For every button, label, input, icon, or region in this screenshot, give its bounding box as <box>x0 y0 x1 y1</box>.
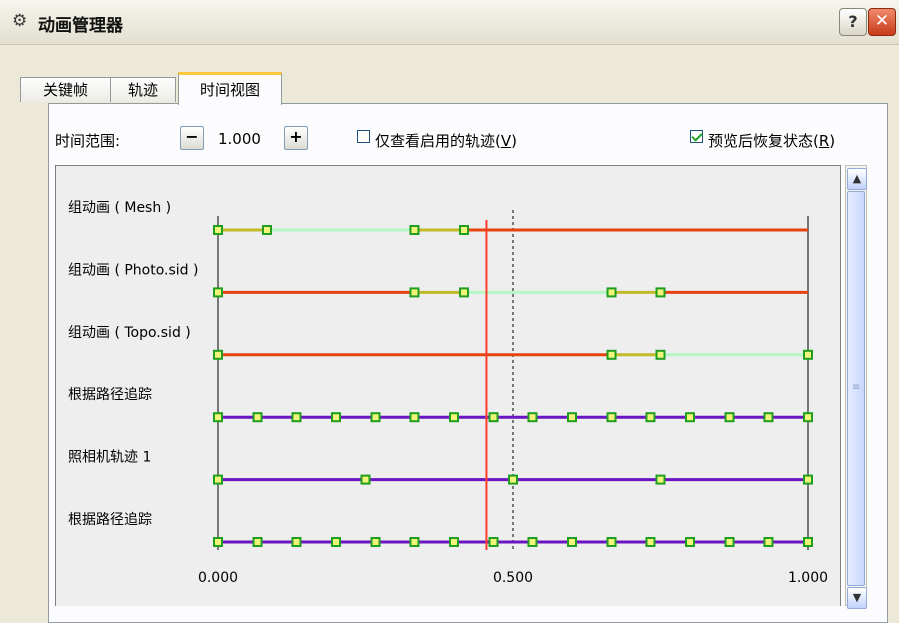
keyframe-marker <box>213 349 223 360</box>
vertical-scrollbar[interactable]: ▲ ≡ ▼ <box>845 165 867 609</box>
keyframe-marker <box>261 225 272 235</box>
keyframe-marker <box>213 225 223 235</box>
keyframe-marker <box>803 349 813 360</box>
track-label: 组动画 ( Topo.sid ) <box>68 325 191 341</box>
keyframe-marker <box>655 474 666 485</box>
keyframe-marker <box>606 349 617 360</box>
keyframe-marker <box>409 225 420 235</box>
axis-tick-label: 1.000 <box>788 570 828 586</box>
keyframe-marker <box>685 412 695 423</box>
keyframe-marker <box>449 412 459 423</box>
tab-tracks[interactable]: 轨迹 <box>110 77 176 102</box>
scroll-down-button[interactable]: ▼ <box>847 587 867 609</box>
scroll-up-button[interactable]: ▲ <box>847 168 867 190</box>
keyframe-marker <box>655 287 666 298</box>
keyframe-marker <box>763 412 774 423</box>
tab-time-view[interactable]: 时间视图 <box>178 72 282 105</box>
keyframe-marker <box>527 537 538 547</box>
time-range-decrease-button[interactable]: − <box>180 126 204 150</box>
only-enabled-label[interactable]: 仅查看启用的轨迹(V) <box>375 132 517 150</box>
keyframe-marker <box>655 349 666 360</box>
keyframe-marker <box>645 412 656 423</box>
track-label: 根据路径追踪 <box>68 387 152 403</box>
keyframe-marker <box>331 537 341 547</box>
keyframe-marker <box>488 537 499 547</box>
keyframe-marker <box>763 537 774 547</box>
keyframe-marker <box>527 412 538 423</box>
track-label: 照相机轨迹 1 <box>68 450 151 466</box>
timeline-view[interactable]: 组动画 ( Mesh ) 组动画 ( Photo.sid ) 组动画 ( Topo.… <box>55 165 841 606</box>
keyframe-marker <box>724 537 735 547</box>
keyframe-marker <box>803 412 813 423</box>
time-range-label: 时间范围: <box>55 132 121 150</box>
keyframe-marker <box>370 412 381 423</box>
help-button[interactable]: ? <box>839 8 867 36</box>
keyframe-marker <box>606 287 617 298</box>
keyframe-marker <box>508 474 518 485</box>
track-label: 根据路径追踪 <box>68 512 152 528</box>
keyframe-marker <box>685 537 695 547</box>
keyframe-marker <box>252 412 263 423</box>
keyframe-marker <box>291 412 302 423</box>
keyframe-marker <box>803 537 813 547</box>
grip-icon: ≡ <box>852 382 861 393</box>
keyframe-marker <box>606 412 617 423</box>
keyframe-marker <box>567 412 577 423</box>
tab-keyframes[interactable]: 关键帧 <box>20 77 111 102</box>
keyframe-marker <box>360 474 371 485</box>
keyframe-marker <box>724 412 735 423</box>
scroll-thumb[interactable]: ≡ <box>847 191 865 586</box>
keyframe-marker <box>645 537 656 547</box>
keyframe-marker <box>213 287 223 298</box>
keyframe-marker <box>252 537 263 547</box>
only-enabled-checkbox[interactable] <box>357 130 370 143</box>
keyframe-marker <box>567 537 577 547</box>
keyframe-marker <box>459 225 470 235</box>
title-bar: ⚙ 动画管理器 ? ✕ <box>0 0 899 45</box>
keyframe-marker <box>409 537 420 547</box>
animation-icon: ⚙ <box>12 11 28 31</box>
close-button[interactable]: ✕ <box>868 8 896 36</box>
timeline-chart[interactable]: 组动画 ( Mesh ) 组动画 ( Photo.sid ) 组动画 ( Topo.… <box>56 166 840 607</box>
keyframe-marker <box>213 474 223 485</box>
restore-after-preview-checkbox[interactable] <box>690 130 703 143</box>
time-range-value: 1.000 <box>218 130 261 148</box>
keyframe-marker <box>409 287 420 298</box>
keyframe-marker <box>606 537 617 547</box>
track-label: 组动画 ( Mesh ) <box>68 200 171 216</box>
keyframe-marker <box>370 537 381 547</box>
axis-tick-label: 0.000 <box>198 570 238 586</box>
keyframe-marker <box>213 412 223 423</box>
keyframe-marker <box>213 537 223 547</box>
restore-after-preview-label[interactable]: 预览后恢复状态(R) <box>708 132 836 150</box>
keyframe-marker <box>449 537 459 547</box>
time-range-increase-button[interactable]: + <box>284 126 308 150</box>
keyframe-marker <box>459 287 470 298</box>
window-title: 动画管理器 <box>38 16 123 36</box>
keyframe-marker <box>409 412 420 423</box>
keyframe-marker <box>803 474 813 485</box>
keyframe-marker <box>488 412 499 423</box>
axis-tick-label: 0.500 <box>493 570 533 586</box>
keyframe-marker <box>331 412 341 423</box>
track-label: 组动画 ( Photo.sid ) <box>68 262 198 278</box>
keyframe-marker <box>291 537 302 547</box>
